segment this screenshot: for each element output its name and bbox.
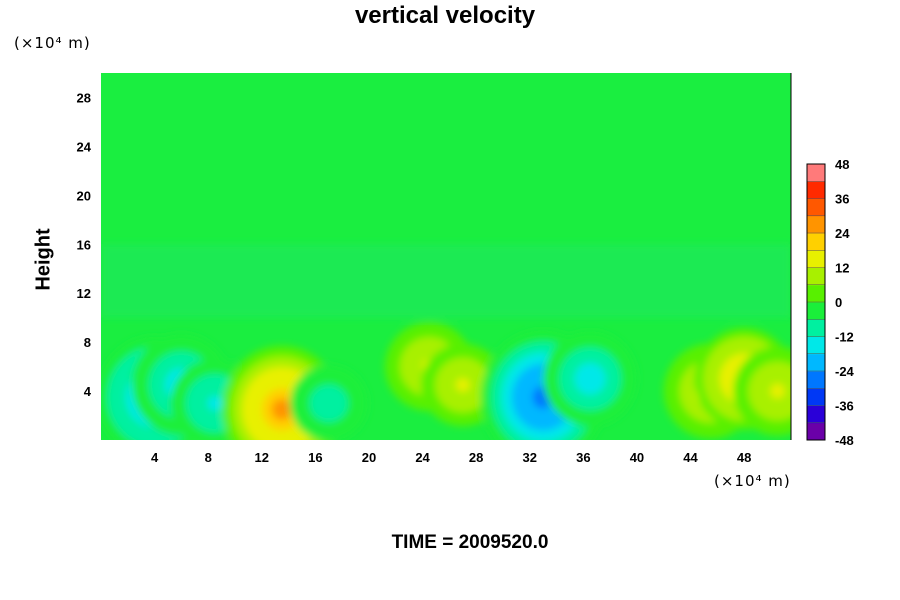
velocity-contour: [207, 395, 223, 411]
colorbar-tick-label: 0: [835, 295, 842, 310]
x-tick-label: 4: [151, 450, 159, 465]
y-tick-label: 24: [77, 139, 92, 154]
colorbar-tick-label: 48: [835, 157, 849, 172]
velocity-cell: [733, 346, 791, 436]
velocity-contour: [455, 378, 470, 392]
x-tick-labels: 4 8 12 16 20 24 28 32 36 40 44 48: [151, 450, 751, 465]
chart-title: vertical velocity: [354, 2, 536, 29]
colorbar-segment: [807, 215, 825, 234]
x-tick-label: 32: [523, 450, 537, 465]
colorbar-tick-label: 24: [835, 226, 850, 241]
x-tick-label: 20: [362, 450, 376, 465]
colorbar-segment: [807, 371, 825, 389]
y-tick-label: 20: [77, 188, 91, 203]
velocity-contour: [322, 396, 336, 410]
colorbar-tick-labels: 48 36 24 12 0 -12 -24 -36 -48: [835, 157, 855, 448]
x-tick-label: 8: [205, 450, 212, 465]
x-tick-label: 48: [737, 450, 751, 465]
colorbar-segment: [807, 284, 825, 303]
y-tick-label: 16: [77, 237, 91, 252]
colorbar-tick-label: 12: [835, 261, 849, 276]
y-tick-label: 8: [84, 335, 91, 350]
colorbar-tick-label: -12: [835, 330, 854, 345]
velocity-cell: [289, 365, 368, 440]
y-tick-label: 12: [77, 286, 91, 301]
time-label: TIME = 2009520.0: [391, 532, 549, 553]
colorbar-tick-label: 36: [835, 192, 849, 207]
colorbar-tick-label: -48: [835, 433, 854, 448]
x-tick-label: 12: [255, 450, 269, 465]
velocity-contour: [582, 370, 598, 387]
colorbar-segment: [807, 267, 825, 286]
colorbar-segment: [807, 336, 825, 355]
y-tick-label: 28: [77, 90, 91, 105]
low-band: [101, 244, 791, 318]
x-tick-label: 44: [683, 450, 698, 465]
y-tick-labels: 4 8 12 16 20 24 28: [77, 90, 92, 399]
x-axis-unit: (×10⁴ m): [714, 472, 791, 490]
colorbar-frame: [806, 163, 826, 441]
y-tick-label: 4: [84, 384, 92, 399]
colorbar-tick-label: -24: [835, 364, 855, 379]
colorbar-segment: [807, 353, 825, 372]
colorbar-segment: [807, 405, 825, 424]
colorbar: [806, 163, 826, 441]
x-tick-label: 24: [415, 450, 430, 465]
velocity-cell: [543, 331, 637, 427]
x-tick-label: 36: [576, 450, 590, 465]
colorbar-tick-label: -36: [835, 399, 854, 414]
colorbar-segment: [807, 302, 825, 320]
colorbar-segment: [807, 198, 825, 217]
colorbar-segment: [807, 233, 825, 251]
y-axis-label: Height: [32, 228, 55, 291]
colorbar-segment: [807, 388, 825, 406]
velocity-cell: [421, 343, 505, 427]
colorbar-segment: [807, 164, 825, 182]
x-tick-label: 16: [308, 450, 322, 465]
x-tick-label: 40: [630, 450, 644, 465]
colorbar-segment: [807, 250, 825, 268]
colorbar-segment: [807, 422, 825, 441]
x-tick-label: 28: [469, 450, 483, 465]
velocity-contour: [770, 383, 785, 399]
colorbar-segment: [807, 319, 825, 337]
y-axis-unit: (×10⁴ m): [14, 34, 91, 52]
velocity-contour: [271, 398, 292, 421]
velocity-field: [101, 244, 791, 440]
colorbar-segment: [807, 181, 825, 199]
